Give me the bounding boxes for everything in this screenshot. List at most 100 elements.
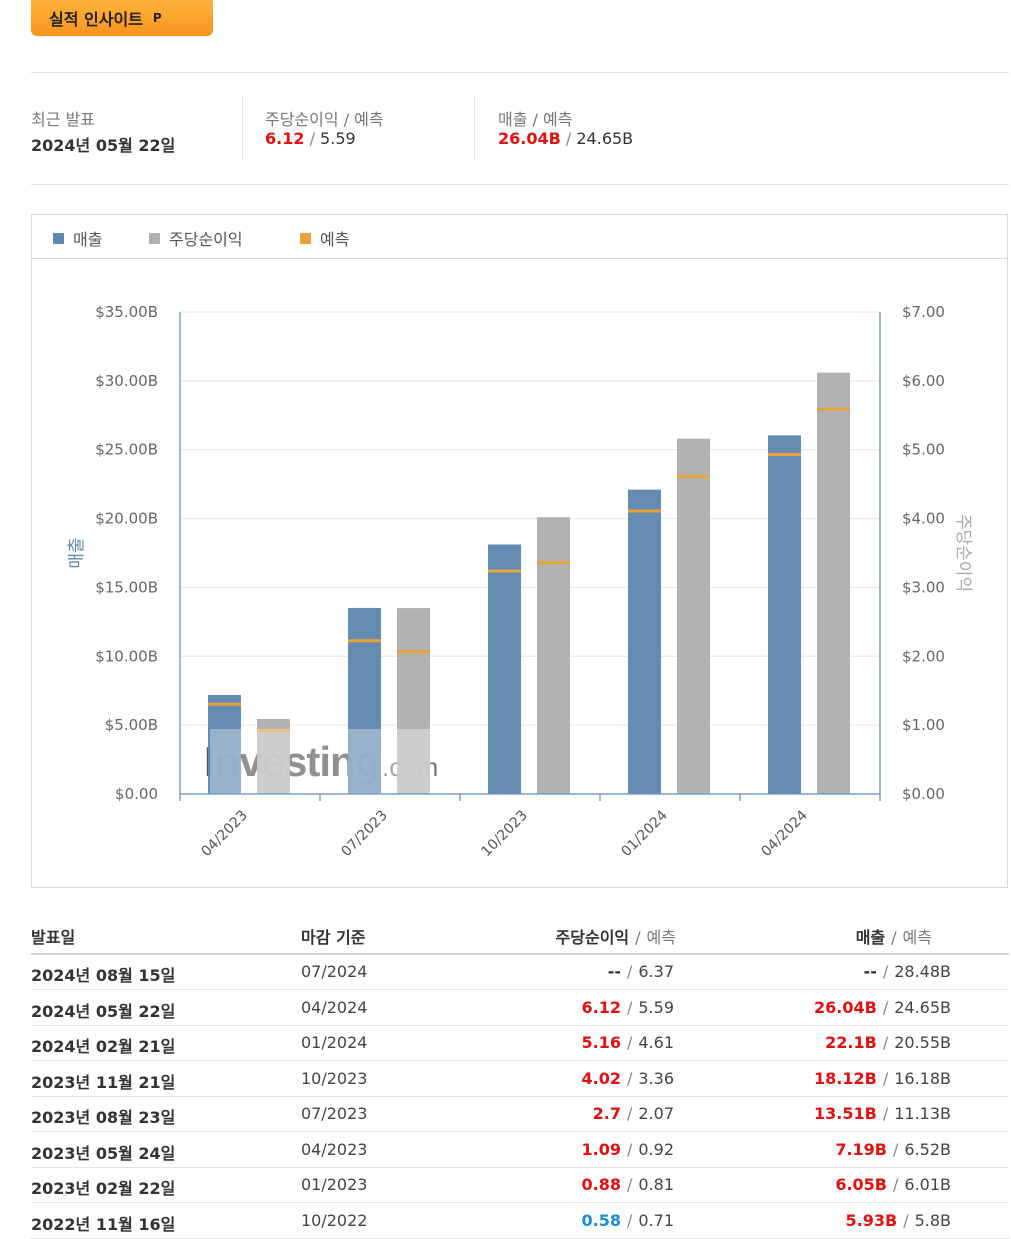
y-tick-label-right: $4.00 xyxy=(902,510,945,528)
row-date: 2024년 02월 21일 xyxy=(31,1037,176,1056)
legend-swatch-eps xyxy=(149,232,160,244)
y-axis-title-right: 주당순이익 xyxy=(953,514,973,592)
y-tick-label-right: $3.00 xyxy=(902,578,945,596)
table-row[interactable]: 2022년 11월 16일 10/2022 0.58/0.71 5.93B/5.8B xyxy=(31,1204,1009,1239)
row-revenue: 22.1B/20.55B xyxy=(825,1033,951,1052)
eps-bar xyxy=(537,517,570,794)
row-period: 04/2023 xyxy=(301,1139,368,1159)
eps-bar xyxy=(397,608,430,794)
row-date: 2023년 02월 22일 xyxy=(31,1179,176,1198)
y-tick-label-right: $6.00 xyxy=(902,372,945,390)
revenue-bar xyxy=(628,489,661,794)
y-tick-label-left: $20.00B xyxy=(95,510,158,528)
summary-separator xyxy=(474,97,475,161)
row-eps: 6.12/5.59 xyxy=(581,997,675,1017)
row-eps-forecast: 6.37 xyxy=(638,962,674,981)
row-period: 10/2022 xyxy=(301,1210,368,1230)
eps-summary-value: 6.12 / 5.59 xyxy=(265,129,356,148)
eps-actual: 6.12 xyxy=(265,129,305,148)
row-eps-forecast: 3.36 xyxy=(638,1068,674,1088)
row-period: 01/2024 xyxy=(301,1033,368,1052)
row-revenue-actual: 6.05B xyxy=(835,1175,887,1194)
legend-item-eps[interactable]: 주당순이익 xyxy=(149,226,243,250)
row-eps-actual: 1.09 xyxy=(581,1139,621,1159)
header-period: 마감 기준 xyxy=(301,928,366,947)
table-header-divider xyxy=(31,953,1009,955)
table-row[interactable]: 2024년 05월 22일 04/2024 6.12/5.59 26.04B/24.6… xyxy=(31,991,1009,1026)
eps-bar xyxy=(817,372,850,794)
table-row[interactable]: 2024년 08월 15일 07/2024 --/6.37 --/28.48B xyxy=(31,955,1009,990)
header-eps: 주당순이익 / 예측 xyxy=(555,928,676,947)
y-tick-label-left: $10.00B xyxy=(95,647,158,665)
eps-forecast: 5.59 xyxy=(320,129,356,148)
y-tick-label-left: $35.00B xyxy=(95,303,158,321)
row-eps-actual: -- xyxy=(607,962,621,981)
row-period: 01/2023 xyxy=(301,1175,368,1194)
x-tick-label: 01/2024 xyxy=(618,807,671,860)
row-eps: 5.16/4.61 xyxy=(581,1033,675,1052)
x-tick-label: 04/2023 xyxy=(198,808,250,860)
row-period: 10/2023 xyxy=(301,1068,368,1088)
legend-swatch-revenue xyxy=(53,232,64,244)
divider xyxy=(31,184,1009,185)
pro-badge-icon: P xyxy=(152,11,162,25)
row-date: 2023년 11월 21일 xyxy=(31,1072,176,1092)
x-tick-label: 07/2023 xyxy=(338,808,390,860)
row-revenue-forecast: 24.65B xyxy=(894,997,951,1017)
row-revenue: 5.93B/5.8B xyxy=(845,1210,951,1230)
row-eps-forecast: 2.07 xyxy=(638,1104,674,1123)
earnings-chart: 매출 주당순이익 예측 $0.00 $5.00B $10.00B $15.00B $20… xyxy=(31,214,1008,888)
row-eps-actual: 4.02 xyxy=(581,1068,621,1088)
row-period: 07/2024 xyxy=(301,962,368,981)
row-revenue-forecast: 20.55B xyxy=(894,1033,951,1052)
earnings-insight-button[interactable]: 실적 인사이트 P xyxy=(31,0,213,36)
y-tick-label-left: $25.00B xyxy=(95,441,158,459)
row-revenue: 18.12B/16.18B xyxy=(814,1068,951,1088)
table-row[interactable]: 2023년 02월 22일 01/2023 0.88/0.81 6.05B/6.01B xyxy=(31,1168,1009,1203)
row-eps: 0.58/0.71 xyxy=(581,1210,675,1230)
row-eps-forecast: 4.61 xyxy=(638,1033,674,1052)
row-revenue-forecast: 6.52B xyxy=(904,1139,951,1159)
y-tick-label-right: $0.00 xyxy=(902,785,945,803)
row-period: 04/2024 xyxy=(301,997,368,1017)
revenue-bar xyxy=(768,435,801,794)
row-date: 2023년 05월 24일 xyxy=(31,1143,176,1163)
row-date: 2022년 11월 16일 xyxy=(31,1214,176,1234)
y-axis-title-left: 매출 xyxy=(67,537,87,568)
row-period: 07/2023 xyxy=(301,1104,368,1123)
recent-date: 2024년 05월 22일 xyxy=(31,136,176,155)
eps-label: 주당순이익 / 예측 xyxy=(265,110,384,129)
row-eps-actual: 2.7 xyxy=(592,1104,621,1123)
row-revenue-forecast: 16.18B xyxy=(894,1068,951,1088)
header-revenue: 매출 / 예측 xyxy=(855,928,932,947)
table-row[interactable]: 2023년 05월 24일 04/2023 1.09/0.92 7.19B/6.52B xyxy=(31,1133,1009,1168)
revenue-label: 매출 / 예측 xyxy=(498,110,573,129)
row-eps: 4.02/3.36 xyxy=(581,1068,675,1088)
y-tick-label-right: $1.00 xyxy=(902,716,945,734)
legend-item-revenue[interactable]: 매출 xyxy=(53,226,102,250)
row-revenue-actual: 22.1B xyxy=(825,1033,877,1052)
y-tick-label-left: $30.00B xyxy=(95,372,158,390)
y-tick-label-right: $5.00 xyxy=(902,441,945,459)
revenue-bar xyxy=(348,607,381,794)
y-tick-label-right: $7.00 xyxy=(902,303,945,321)
legend-item-forecast[interactable]: 예측 xyxy=(300,226,349,250)
revenue-bar xyxy=(488,544,521,794)
row-eps: 2.7/2.07 xyxy=(592,1104,674,1123)
row-revenue-actual: 26.04B xyxy=(814,997,877,1017)
row-revenue-actual: 13.51B xyxy=(814,1104,877,1123)
row-revenue: 7.19B/6.52B xyxy=(835,1139,951,1159)
watermark-overlay xyxy=(210,729,430,794)
row-date: 2024년 08월 15일 xyxy=(31,966,176,985)
revenue-forecast: 24.65B xyxy=(576,129,634,148)
row-eps-actual: 0.88 xyxy=(581,1175,621,1194)
row-eps: 0.88/0.81 xyxy=(581,1175,675,1194)
table-row[interactable]: 2023년 08월 23일 07/2023 2.7/2.07 13.51B/11.13… xyxy=(31,1097,1009,1132)
row-eps-actual: 0.58 xyxy=(581,1210,621,1230)
row-date: 2023년 08월 23일 xyxy=(31,1108,176,1127)
table-row[interactable]: 2023년 11월 21일 10/2023 4.02/3.36 18.12B/16.1… xyxy=(31,1062,1009,1097)
row-revenue-forecast: 28.48B xyxy=(894,962,951,981)
x-tick-label: 10/2023 xyxy=(478,808,530,860)
row-eps-forecast: 0.92 xyxy=(638,1139,674,1159)
table-row[interactable]: 2024년 02월 21일 01/2024 5.16/4.61 22.1B/20.55… xyxy=(31,1026,1009,1061)
